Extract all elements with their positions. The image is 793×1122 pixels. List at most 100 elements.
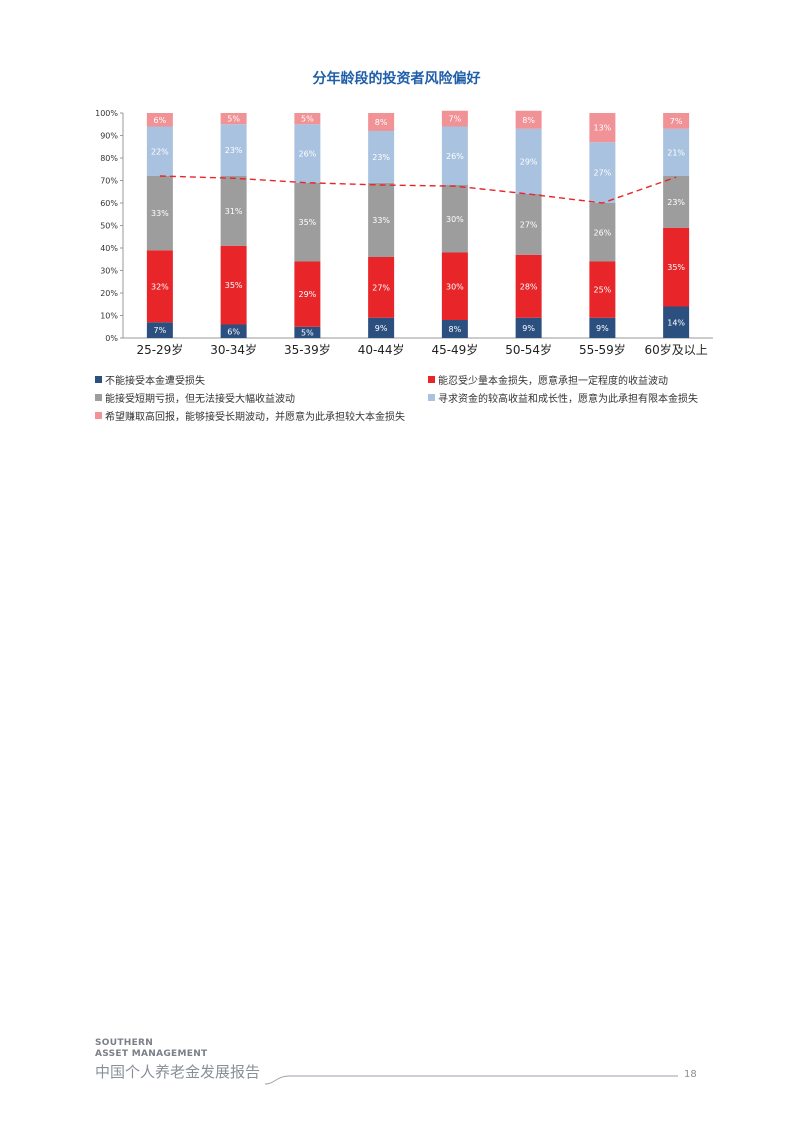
- y-tick-label: 10%: [100, 312, 118, 321]
- y-tick-label: 40%: [100, 244, 118, 253]
- legend-swatch: [95, 412, 102, 419]
- data-label: 30%: [446, 282, 464, 291]
- legend-label: 希望赚取高回报，能够接受长期波动，并愿意为此承担较大本金损失: [105, 412, 405, 423]
- x-category-label: 35-39岁: [284, 342, 331, 357]
- bar-segment: [515, 128, 542, 194]
- data-label: 6%: [154, 116, 167, 125]
- bar-segment: [294, 124, 321, 183]
- legend-swatch: [428, 376, 435, 383]
- page-number: 18: [684, 1069, 697, 1080]
- bar-segment: [663, 176, 690, 228]
- data-label: 9%: [596, 324, 609, 333]
- bar-segment: [294, 113, 321, 125]
- data-label: 32%: [151, 282, 169, 291]
- x-category-label: 25-29岁: [136, 342, 183, 357]
- bar-segment: [589, 142, 616, 203]
- data-label: 8%: [522, 116, 535, 125]
- data-label: 14%: [667, 318, 685, 327]
- legend-swatch: [428, 394, 435, 401]
- legend-label: 不能接受本金遭受损失: [105, 376, 205, 387]
- bar-segment: [368, 182, 395, 257]
- data-label: 8%: [375, 118, 388, 127]
- bar-segment: [663, 306, 690, 338]
- data-label: 35%: [667, 263, 685, 272]
- data-label: 26%: [593, 228, 611, 237]
- data-label: 27%: [520, 220, 538, 229]
- bar-segment: [220, 124, 247, 176]
- y-tick-label: 80%: [100, 154, 118, 163]
- bar-segment: [368, 317, 395, 338]
- data-label: 8%: [449, 325, 462, 334]
- data-label: 26%: [298, 150, 316, 159]
- bar-segment: [146, 322, 173, 338]
- data-label: 5%: [301, 115, 314, 124]
- data-label: 5%: [301, 328, 314, 337]
- data-label: 26%: [446, 152, 464, 161]
- y-tick-label: 50%: [100, 222, 118, 231]
- legend-item: 能接受短期亏损，但无法接受大幅收益波动: [95, 390, 295, 405]
- bar-segment: [515, 194, 542, 255]
- bar-segment: [220, 113, 247, 125]
- bar-segment: [515, 317, 542, 338]
- data-label: 28%: [520, 282, 538, 291]
- bar-segment: [368, 131, 395, 183]
- bar-segment: [220, 245, 247, 325]
- legend-swatch: [95, 394, 102, 401]
- bar-segment: [663, 128, 690, 176]
- bar-segment: [220, 324, 247, 338]
- bar-segment: [441, 126, 468, 185]
- y-tick-label: 0%: [105, 334, 118, 343]
- bar-segment: [515, 254, 542, 318]
- x-category-label: 50-54岁: [505, 342, 552, 357]
- bar-segment: [589, 203, 616, 262]
- data-label: 33%: [151, 209, 169, 218]
- data-label: 35%: [298, 218, 316, 227]
- y-tick-label: 90%: [100, 132, 118, 141]
- legend-item: 寻求资金的较高收益和成长性，愿意为此承担有限本金损失: [428, 390, 698, 405]
- bar-segment: [294, 182, 321, 262]
- y-tick-label: 60%: [100, 199, 118, 208]
- data-label: 23%: [372, 153, 390, 162]
- data-label: 7%: [154, 326, 167, 335]
- data-label: 21%: [667, 148, 685, 157]
- legend-label: 寻求资金的较高收益和成长性，愿意为此承担有限本金损失: [438, 394, 698, 405]
- data-label: 35%: [225, 281, 243, 290]
- data-label: 7%: [449, 115, 462, 124]
- bar-segment: [663, 227, 690, 307]
- x-category-label: 60岁及以上: [644, 342, 707, 357]
- legend-label: 能接受短期亏损，但无法接受大幅收益波动: [105, 394, 295, 405]
- data-label: 29%: [520, 157, 538, 166]
- bar-segment: [515, 110, 542, 129]
- bar-segment: [368, 257, 395, 318]
- bar-segment: [441, 320, 468, 338]
- bar-segment: [589, 317, 616, 338]
- bar-segment: [589, 261, 616, 318]
- legend-item: 能忍受少量本金损失，愿意承担一定程度的收益波动: [428, 372, 668, 387]
- y-tick-label: 30%: [100, 267, 118, 276]
- bar-segment: [663, 113, 690, 129]
- x-category-label: 40-44岁: [358, 342, 405, 357]
- data-label: 30%: [446, 215, 464, 224]
- x-category-label: 30-34岁: [210, 342, 257, 357]
- y-tick-label: 70%: [100, 177, 118, 186]
- data-label: 29%: [298, 290, 316, 299]
- chart-title: 分年龄段的投资者风险偏好: [312, 71, 481, 87]
- bar-segment: [146, 113, 173, 127]
- data-label: 27%: [372, 283, 390, 292]
- x-category-label: 55-59岁: [579, 342, 626, 357]
- legend-item: 希望赚取高回报，能够接受长期波动，并愿意为此承担较大本金损失: [95, 408, 405, 423]
- bar-segment: [294, 326, 321, 338]
- bar-segment: [589, 113, 616, 143]
- data-label: 27%: [593, 169, 611, 178]
- x-category-label: 45-49岁: [431, 342, 478, 357]
- y-tick-label: 20%: [100, 289, 118, 298]
- y-tick-label: 100%: [95, 109, 118, 118]
- data-label: 23%: [225, 146, 243, 155]
- data-label: 25%: [593, 286, 611, 295]
- trend-line: [159, 175, 677, 204]
- data-label: 31%: [225, 207, 243, 216]
- bar-segment: [146, 250, 173, 323]
- brand-line-1: SOUTHERN: [95, 1038, 154, 1048]
- legend-swatch: [95, 376, 102, 383]
